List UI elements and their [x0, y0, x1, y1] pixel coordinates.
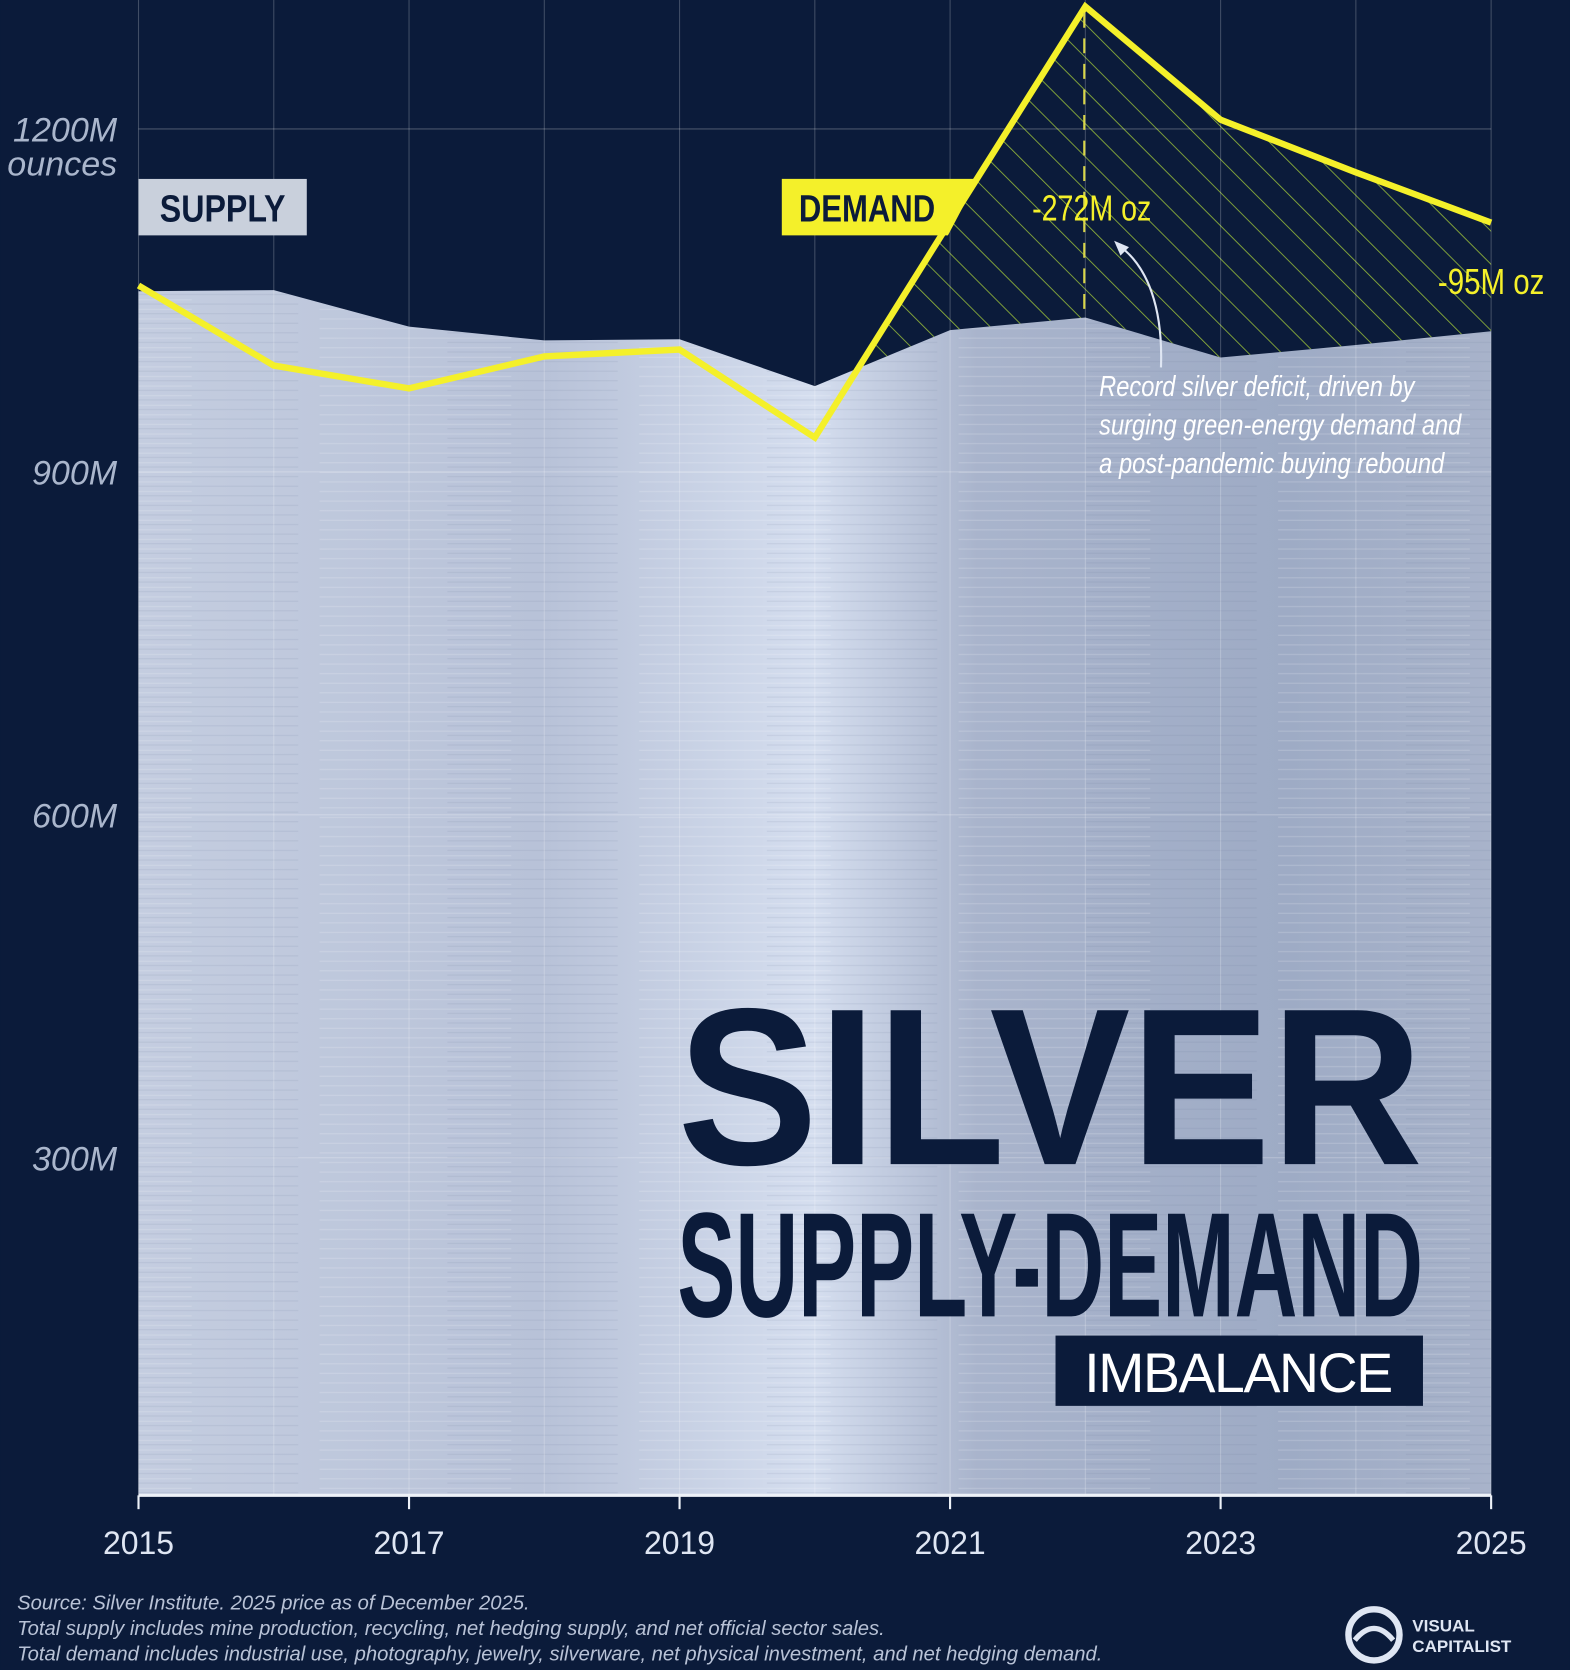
- demand-label: DEMAND: [781, 178, 978, 236]
- annotation-arrow: [1117, 244, 1163, 368]
- subtitle-badge: [1055, 1335, 1423, 1406]
- chart-subtitle-2: IMBALANCE: [1084, 1342, 1393, 1404]
- x-tick-label: 2021: [915, 1525, 986, 1561]
- annotation-note: Record silver deficit, driven by surging…: [1099, 371, 1462, 480]
- visual-capitalist-logo: VISUAL CAPITALIST: [1345, 1606, 1512, 1664]
- y-tick-label: 900M: [32, 455, 118, 493]
- x-tick-label: 2023: [1185, 1525, 1256, 1561]
- deficit-area: [858, 6, 1492, 369]
- deficit-2022-label: -272M oz: [1032, 187, 1151, 228]
- x-tick-label: 2017: [374, 1525, 445, 1561]
- x-tick-label: 2015: [103, 1525, 174, 1561]
- chart-title: SILVER: [677, 963, 1423, 1212]
- supply-area-texture: [138, 290, 1492, 1496]
- x-tick-label: 2019: [644, 1525, 715, 1561]
- y-tick-label: 300M: [32, 1141, 118, 1179]
- note-line: a post-pandemic buying rebound: [1099, 448, 1445, 480]
- footer-source: Source: Silver Institute. 2025 price as …: [17, 1592, 529, 1614]
- note-line: surging green-energy demand and: [1099, 410, 1462, 442]
- y-tick-label: 1200M: [13, 112, 118, 150]
- y-tick-label: 600M: [32, 798, 118, 836]
- footer-supply-note: Total supply includes mine production, r…: [17, 1618, 885, 1640]
- deficit-2025-label: -95M oz: [1438, 261, 1545, 302]
- y-axis-unit: ounces: [7, 146, 117, 184]
- footer-demand-note: Total demand includes industrial use, ph…: [17, 1643, 1102, 1665]
- note-line: Record silver deficit, driven by: [1099, 371, 1416, 403]
- chart-subtitle: SUPPLY-DEMAND: [677, 1181, 1423, 1348]
- logo-line2: CAPITALIST: [1412, 1637, 1512, 1656]
- demand-label-text: DEMAND: [799, 188, 935, 231]
- x-tick-label: 2025: [1456, 1525, 1527, 1561]
- supply-label: SUPPLY: [138, 178, 307, 236]
- arrow-head-icon: [1114, 240, 1130, 256]
- logo-line1: VISUAL: [1412, 1617, 1474, 1636]
- supply-label-text: SUPPLY: [160, 188, 286, 231]
